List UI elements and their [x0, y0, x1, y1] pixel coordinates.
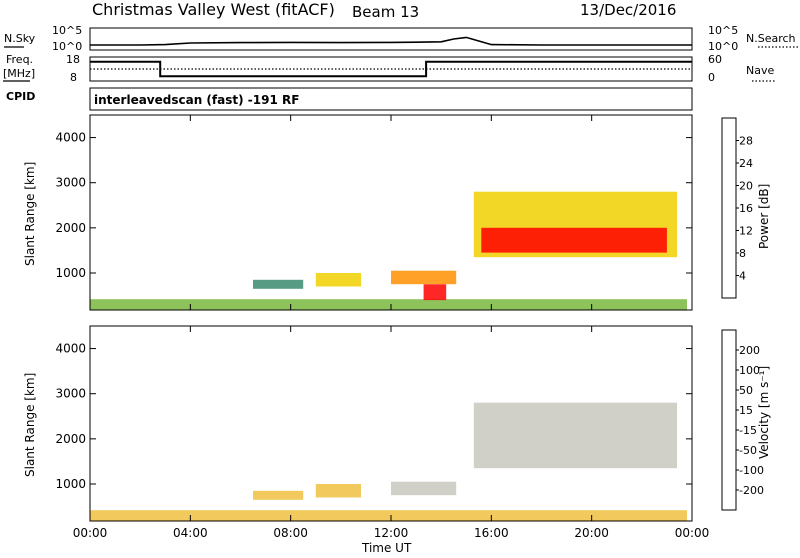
velocity-panel: Slant Range [km] 4000 3000 2000 1000 200 100… [23, 325, 771, 522]
power-panel: Slant Range [km] 4000 3000 2000 1000 28 24 20… [23, 114, 771, 311]
colorbar-frame [721, 329, 737, 511]
colorbar-tick-label: 200 [739, 344, 760, 357]
cpid-panel: CPID interleavedscan (fast) -191 RF [6, 87, 693, 111]
colorbar-tick-label: 12 [739, 225, 753, 238]
heatmap-cell [315, 484, 361, 498]
colorbar-tick-label: 4 [739, 270, 746, 283]
nave-label: Nave [746, 64, 774, 77]
colorbar-tick-label: 100 [739, 364, 760, 377]
heatmap-cell [391, 270, 457, 285]
noise-right-tick-top: 10^5 [708, 24, 738, 37]
time-axis-label: Time UT [361, 541, 412, 554]
freq-panel: Freq. [MHz] 18 8 60 0 Nave [3, 53, 775, 84]
power-ylabel: Slant Range [km] [23, 162, 37, 266]
colorbar-tick-label: -15 [739, 424, 757, 437]
heatmap-cell [391, 481, 457, 496]
freq-right-tick-bottom: 0 [708, 71, 715, 84]
power-heatmap [90, 191, 687, 310]
x-tick-label: 12:00 [374, 526, 409, 540]
noise-right-label: N.Search [746, 32, 796, 45]
x-tick-label: 04:00 [173, 526, 208, 540]
power-yticks: 4000 3000 2000 1000 [55, 131, 692, 280]
heatmap-cell [423, 284, 447, 301]
heatmap-cell [473, 402, 677, 469]
date-label: 13/Dec/2016 [580, 1, 676, 19]
x-tick-label: 16:00 [474, 526, 509, 540]
colorbar-tick-label: -200 [739, 484, 764, 497]
noise-left-label: N.Sky [4, 32, 36, 45]
colorbar-tick-label: -100 [739, 464, 764, 477]
time-axis: 00:00 04:00 08:00 12:00 16:00 20:00 00:00 [73, 115, 710, 540]
x-tick-label: 00:00 [73, 526, 108, 540]
noise-panel: N.Sky 10^5 10^0 10^5 10^0 N.Search [4, 24, 798, 53]
y-tick-label: 2000 [55, 432, 86, 446]
heatmap-cell [315, 273, 361, 287]
heatmap-cell [90, 299, 687, 310]
noise-left-tick-bottom: 10^0 [52, 40, 82, 53]
x-tick-label: 08:00 [273, 526, 308, 540]
figure-title: Christmas Valley West (fitACF) [92, 0, 335, 19]
cpid-text: interleavedscan (fast) -191 RF [94, 93, 299, 107]
noise-left-tick-top: 10^5 [52, 24, 82, 37]
heatmap-cell [90, 510, 687, 521]
y-tick-label: 3000 [55, 176, 86, 190]
velocity-heatmap [90, 402, 687, 521]
noise-right-tick-bottom: 10^0 [708, 40, 738, 53]
velocity-colorbar-label: Velocity [m s⁻¹] [757, 366, 771, 459]
colorbar-tick-label: 28 [739, 135, 753, 148]
colorbar-tick-label: 50 [739, 384, 753, 397]
heatmap-cell [253, 279, 304, 289]
heatmap-cell [253, 490, 304, 500]
freq-series-line [90, 60, 692, 78]
beam-label: Beam 13 [352, 3, 419, 21]
power-colorbar-label: Power [dB] [757, 184, 771, 249]
freq-label-bottom: [MHz] [3, 67, 35, 80]
colorbar-tick-label: 8 [739, 247, 746, 260]
y-tick-label: 1000 [55, 266, 86, 280]
y-tick-label: 4000 [55, 131, 86, 145]
freq-right-tick-top: 60 [708, 53, 722, 66]
freq-line [90, 60, 692, 78]
y-tick-label: 3000 [55, 387, 86, 401]
freq-label-top: Freq. [6, 53, 33, 66]
y-tick-label: 4000 [55, 342, 86, 356]
noise-series-line [90, 36, 692, 46]
x-tick-label: 00:00 [675, 526, 710, 540]
x-tick-label: 20:00 [574, 526, 609, 540]
colorbar-tick-label: 16 [739, 202, 753, 215]
power-colorbar: 28 24 20 16 12 8 4 [721, 117, 753, 299]
velocity-yticks: 4000 3000 2000 1000 [55, 342, 692, 491]
colorbar-tick-label: 15 [739, 404, 753, 417]
y-tick-label: 2000 [55, 221, 86, 235]
freq-left-tick-top: 18 [66, 53, 80, 66]
freq-left-tick-bottom: 8 [70, 71, 77, 84]
colorbar-tick-label: 20 [739, 180, 753, 193]
cpid-label: CPID [6, 90, 35, 103]
colorbar-frame [721, 117, 737, 299]
velocity-colorbar: 200 100 50 15 -15 -50 -100 -200 [721, 329, 764, 511]
noise-sky-line [90, 36, 692, 46]
colorbar-tick-label: 24 [739, 157, 753, 170]
y-tick-label: 1000 [55, 477, 86, 491]
velocity-ylabel: Slant Range [km] [23, 373, 37, 477]
colorbar-tick-label: -50 [739, 444, 757, 457]
heatmap-cell [481, 227, 667, 253]
